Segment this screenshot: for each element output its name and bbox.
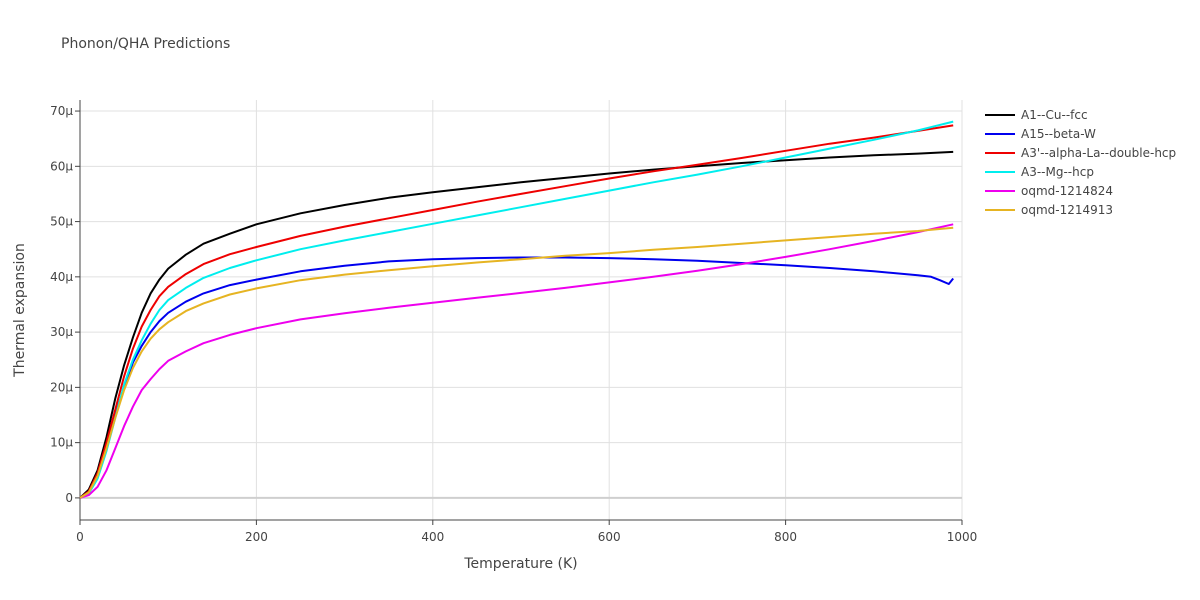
x-tick-label: 200 <box>245 530 268 544</box>
legend-label[interactable]: oqmd-1214913 <box>1021 203 1113 217</box>
series-line-a1-cu-fcc[interactable] <box>79 150 954 499</box>
series-line-a3-alpha-la-double-hcp[interactable] <box>79 124 954 499</box>
series-line-oqmd-1214824[interactable] <box>79 223 954 499</box>
x-tick-label: 400 <box>421 530 444 544</box>
series-line-oqmd-1214913[interactable] <box>79 226 954 499</box>
y-tick-label: 20μ <box>50 380 73 394</box>
y-tick-label: 10μ <box>50 436 73 450</box>
x-tick-label: 800 <box>774 530 797 544</box>
legend-label[interactable]: oqmd-1214824 <box>1021 184 1113 198</box>
y-tick-label: 50μ <box>50 215 73 229</box>
y-tick-label: 0 <box>65 491 73 505</box>
series-line-a3-mg-hcp[interactable] <box>79 120 954 499</box>
x-tick-label: 1000 <box>947 530 978 544</box>
y-tick-label: 70μ <box>50 104 73 118</box>
legend-label[interactable]: A3--Mg--hcp <box>1021 165 1094 179</box>
x-axis-title: Temperature (K) <box>463 556 577 572</box>
y-axis-title: Thermal expansion <box>12 243 28 378</box>
y-tick-label: 60μ <box>50 159 73 173</box>
legend-label[interactable]: A15--beta-W <box>1021 127 1096 141</box>
legend-label[interactable]: A3'--alpha-La--double-hcp <box>1021 146 1176 160</box>
chart-title: Phonon/QHA Predictions <box>61 36 231 52</box>
x-tick-label: 0 <box>76 530 84 544</box>
legend-label[interactable]: A1--Cu--fcc <box>1021 108 1088 122</box>
y-tick-label: 40μ <box>50 270 73 284</box>
y-tick-label: 30μ <box>50 325 73 339</box>
x-tick-label: 600 <box>598 530 621 544</box>
